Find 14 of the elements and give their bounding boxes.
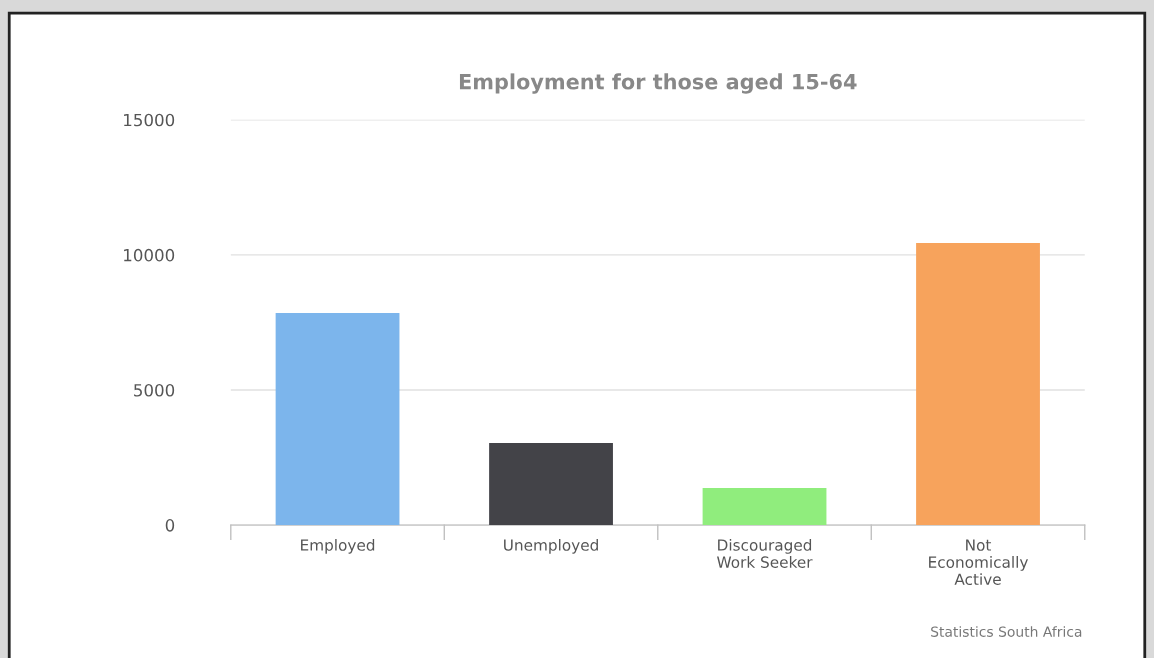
x-tick-label: Discouraged Work Seeker [717, 538, 813, 568]
chart-title: Employment for those aged 15-64 [459, 73, 857, 94]
bar [702, 488, 827, 526]
bar [275, 312, 400, 526]
y-tick-label: 5000 [134, 383, 175, 397]
bar [489, 442, 613, 526]
text: Statistics South Africa [931, 626, 1082, 637]
y-tick-label: 15000 [124, 113, 175, 127]
x-tick-label: Employed [301, 538, 375, 554]
x-tick-label: Not Economically Active [929, 539, 1028, 586]
y-tick-label: 0 [165, 519, 175, 532]
bar [916, 242, 1040, 526]
x-tick-label: Unemployed [504, 538, 598, 554]
y-tick-label: 10000 [124, 248, 175, 262]
